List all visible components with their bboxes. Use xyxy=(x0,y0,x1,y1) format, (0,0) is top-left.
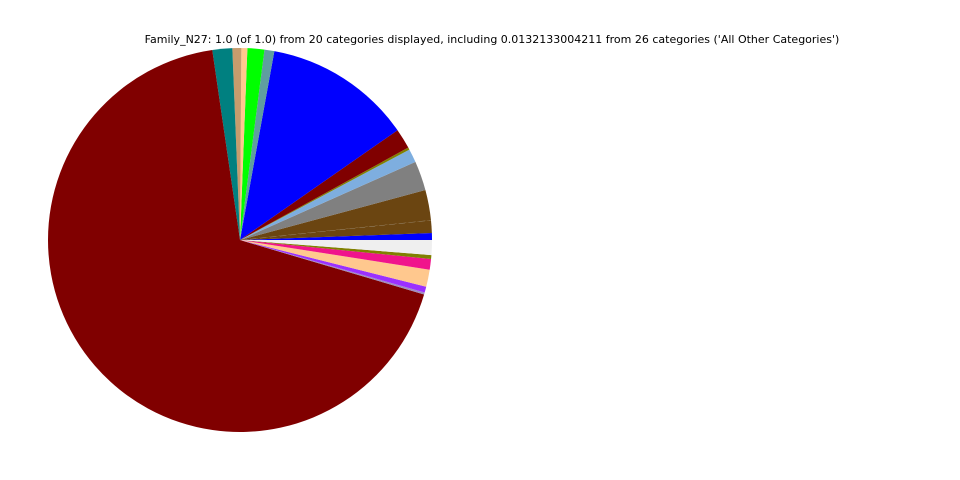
pie-slice-13 xyxy=(48,50,425,433)
pie-slice-4 xyxy=(240,149,416,240)
pie-slice-2 xyxy=(240,190,431,240)
chart-title: Family_N27: 1.0 (of 1.0) from 20 categor… xyxy=(144,33,840,46)
pie-slice-8 xyxy=(240,49,275,240)
pie-slice-14 xyxy=(240,240,425,295)
pie-slice-0 xyxy=(240,232,432,240)
pie-slice-11 xyxy=(232,48,242,240)
pie-slice-9 xyxy=(240,48,265,240)
pie-slice-6 xyxy=(240,130,409,240)
pie-slice-7 xyxy=(240,51,398,241)
pie-slice-5 xyxy=(240,147,410,240)
pie-slice-19 xyxy=(240,240,432,256)
pie-slice-15 xyxy=(240,240,427,293)
pie-slice-3 xyxy=(240,161,426,240)
pie-slice-12 xyxy=(212,48,240,240)
pie-slice-17 xyxy=(240,240,432,270)
pie-slice-16 xyxy=(240,240,430,287)
pie-slice-18 xyxy=(240,240,432,260)
pie-slice-10 xyxy=(240,48,248,240)
